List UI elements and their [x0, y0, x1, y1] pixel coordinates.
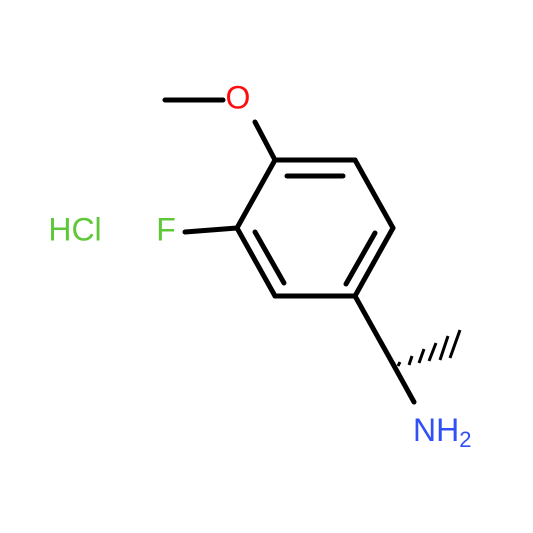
double-bond	[343, 230, 378, 287]
atom-symbol: NH	[413, 412, 459, 448]
bond	[352, 157, 396, 231]
bond	[182, 225, 240, 235]
bond	[234, 225, 278, 299]
hash-wedge	[396, 329, 462, 367]
bonds	[162, 97, 462, 405]
salt-label: HCl	[48, 211, 101, 247]
bond	[234, 157, 278, 231]
bond	[352, 293, 396, 367]
bond	[352, 225, 396, 299]
atom-subscript: 2	[459, 427, 471, 452]
atom-label: O	[226, 79, 251, 115]
atom-label: F	[156, 211, 176, 247]
bond	[390, 361, 417, 405]
bond	[252, 119, 278, 163]
double-bond	[252, 229, 287, 286]
atom-label: NH2	[413, 412, 471, 451]
